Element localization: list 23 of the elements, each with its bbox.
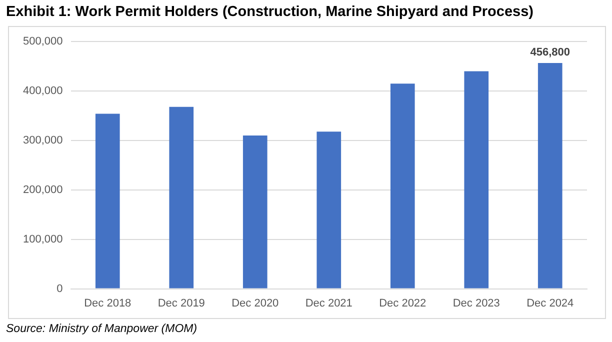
bar — [390, 84, 415, 288]
bar — [95, 114, 120, 288]
x-tick-label: Dec 2019 — [158, 297, 205, 310]
x-tick-label: Dec 2018 — [84, 297, 132, 310]
bar — [169, 106, 194, 288]
x-tick-label: Dec 2024 — [526, 297, 574, 310]
source-note: Source: Ministry of Manpower (MOM) — [6, 323, 198, 335]
y-tick-label: 500,000 — [22, 36, 63, 48]
y-tick-label: 400,000 — [22, 85, 63, 98]
x-tick-label: Dec 2021 — [305, 297, 352, 310]
bar — [242, 136, 268, 288]
data-label: 456,800 — [530, 46, 570, 58]
chart-title: Exhibit 1: Work Permit Holders (Construction, Marine Shipyard and Process) — [6, 4, 534, 20]
bar — [538, 62, 562, 288]
x-tick-label: Dec 2020 — [232, 297, 279, 310]
x-tick-label: Dec 2023 — [452, 297, 500, 310]
y-tick-label: 0 — [56, 282, 63, 295]
y-tick-label: 300,000 — [22, 134, 63, 147]
x-tick-label: Dec 2022 — [379, 297, 426, 310]
y-tick-label: 100,000 — [22, 233, 63, 246]
bar — [316, 132, 342, 288]
bar — [464, 71, 489, 288]
y-tick-label: 200,000 — [22, 184, 63, 196]
